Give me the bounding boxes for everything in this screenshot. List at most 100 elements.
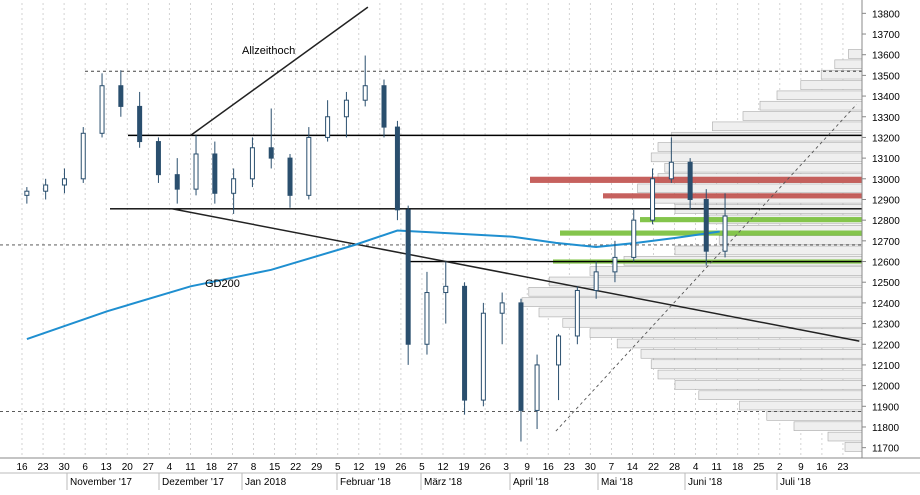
x-day-label: 16 [816, 462, 828, 473]
x-day-label: 27 [227, 462, 239, 473]
volume-profile-bar [521, 297, 863, 307]
candle-body-down [268, 147, 274, 159]
candle-body-up [99, 85, 105, 134]
resistance-zone [603, 193, 862, 199]
x-day-label: 22 [648, 462, 660, 473]
y-tick-label: 13000 [872, 175, 900, 186]
x-day-label: 26 [395, 462, 407, 473]
volume-profile-bar [674, 245, 863, 256]
candle-body-down [703, 198, 709, 252]
volume-profile-bar [650, 152, 863, 163]
x-day-label: 27 [143, 462, 155, 473]
x-day-label: 5 [419, 462, 425, 473]
x-day-label: 4 [693, 462, 699, 473]
volume-profile-bar [589, 266, 863, 276]
y-axis: 11700 11800 11900 12000 12100 12200 12300 12400… [861, 0, 900, 458]
x-day-label: 4 [167, 462, 173, 473]
x-day-label: 12 [437, 462, 449, 473]
y-tick-label: 11900 [872, 402, 900, 413]
x-month-label: Februar '18 [340, 477, 391, 488]
y-tick-label: 13300 [872, 113, 900, 124]
candle-body-up [650, 178, 656, 221]
candle-body-up [631, 219, 637, 258]
y-tick-label: 13600 [872, 51, 900, 62]
candle-body-down [212, 153, 218, 194]
x-day-label: 28 [669, 462, 681, 473]
candle-body-down [287, 157, 293, 196]
x-day-label: 2 [777, 462, 783, 473]
candle-body-up [306, 136, 312, 196]
trendline [190, 6, 369, 136]
x-day-label: 30 [585, 462, 597, 473]
x-day-label: 22 [290, 462, 302, 473]
candles [24, 55, 728, 442]
volume-profile-bar [800, 80, 863, 90]
grid [21, 3, 844, 458]
dashed-trendline [555, 104, 857, 432]
candle-body-down [518, 302, 524, 411]
x-month-label: Jan 2018 [245, 477, 287, 488]
candle-body-up [499, 302, 505, 314]
x-day-label: 5 [335, 462, 341, 473]
candle-body-up [80, 132, 86, 180]
candle-body-up [231, 178, 237, 194]
volume-profile-bar [637, 183, 863, 194]
x-month-label: Juli '18 [780, 477, 811, 488]
volume-profile-bar [562, 318, 863, 328]
candle-body-up [480, 312, 486, 401]
volume-profile-bar [538, 307, 863, 318]
x-month-label: November '17 [70, 477, 132, 488]
y-tick-label: 12400 [872, 299, 900, 310]
candle-body-up [24, 190, 30, 196]
ath-annotation: Allzeithoch [242, 45, 295, 57]
candle-body-up [593, 271, 599, 291]
volume-profile-bar [759, 100, 863, 111]
volume-profile-bar [739, 400, 863, 411]
volume-profile-bar [616, 338, 863, 349]
candle-body-up [193, 153, 199, 190]
x-day-label: 7 [609, 462, 615, 473]
volume-profile-bar [844, 442, 863, 452]
candle-body-up [362, 85, 368, 101]
y-tick-label: 12900 [872, 195, 900, 206]
x-day-label: 30 [59, 462, 71, 473]
volume-profile-bar [640, 349, 863, 359]
volume-profile-bar [674, 380, 863, 390]
x-day-label: 16 [16, 462, 28, 473]
trendlines [171, 6, 860, 432]
volume-profile-bar [698, 390, 863, 400]
candle-body-up [443, 285, 449, 294]
x-day-label: 23 [37, 462, 49, 473]
x-day-label: 8 [251, 462, 257, 473]
x-day-label: 3 [503, 462, 509, 473]
candle-body-down [118, 85, 124, 107]
x-month-label: Dezember '17 [162, 477, 224, 488]
y-tick-label: 12200 [872, 340, 900, 351]
gd200-line [26, 229, 720, 341]
volume-profile-bar [650, 359, 863, 369]
candle-body-up [325, 116, 331, 138]
x-month-label: April '18 [513, 477, 549, 488]
volume-profile-bar [827, 431, 863, 442]
volume-profile-bar [793, 421, 863, 431]
candle-body-up [556, 335, 562, 366]
y-tick-label: 13700 [872, 30, 900, 41]
x-day-label: 26 [480, 462, 492, 473]
volume-profile-bar [671, 131, 863, 142]
y-tick-label: 12700 [872, 237, 900, 248]
volume-profile-bar [776, 90, 863, 101]
candle-body-up [668, 161, 674, 180]
y-tick-label: 12500 [872, 278, 900, 289]
y-tick-label: 11700 [872, 444, 900, 455]
candle-body-down [174, 174, 180, 190]
volume-profile-bar [712, 121, 863, 132]
y-tick-label: 13100 [872, 154, 900, 165]
candle-body-up [534, 364, 540, 411]
y-tick-label: 12100 [872, 361, 900, 372]
candle-body-down [394, 126, 400, 211]
volume-profile-bar [834, 59, 863, 70]
y-tick-label: 11800 [872, 423, 900, 434]
x-axis: 16 23 30 6 13 20 27 4 11 18 27 8 15 22 29 5 12 19 26 5 12 19 2… [0, 457, 920, 490]
